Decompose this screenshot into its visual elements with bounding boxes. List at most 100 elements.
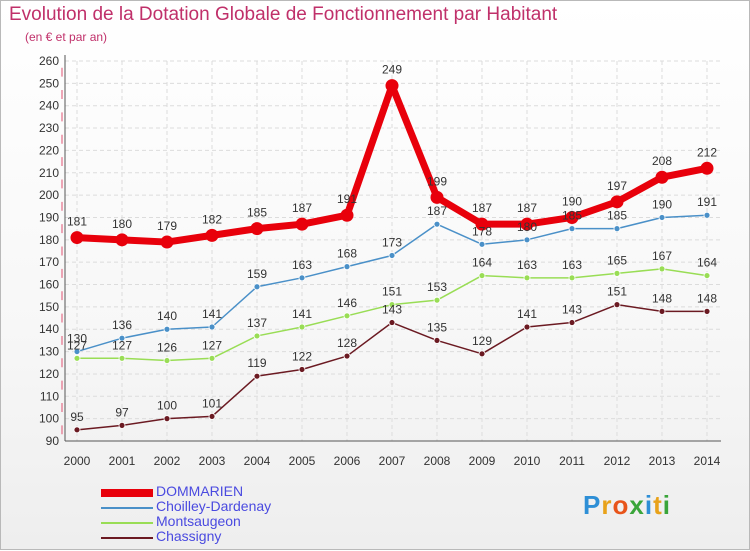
- x-tick-label: 2011: [559, 454, 585, 468]
- data-label-choilley-dardenay: 168: [337, 247, 357, 261]
- y-tick-label: 190: [39, 210, 59, 224]
- y-tick-label: 260: [39, 54, 59, 68]
- data-point-montsaugeon: [73, 354, 81, 362]
- data-label-chassigny: 97: [115, 405, 129, 419]
- legend-label-chassigny: Chassigny: [156, 528, 222, 544]
- logo-letter: i: [662, 490, 671, 520]
- logo-letter: x: [629, 490, 645, 520]
- data-label-choilley-dardenay: 178: [472, 224, 492, 238]
- data-point-choilley-dardenay: [703, 211, 711, 219]
- data-point-dommarien: [700, 161, 714, 175]
- data-label-dommarien: 197: [607, 179, 627, 193]
- x-tick-label: 2007: [379, 454, 406, 468]
- data-label-choilley-dardenay: 141: [202, 307, 222, 321]
- data-label-montsaugeon: 127: [202, 338, 222, 352]
- data-label-chassigny: 129: [472, 334, 492, 348]
- data-label-choilley-dardenay: 185: [562, 209, 582, 223]
- y-tick-label: 140: [39, 322, 59, 336]
- data-label-choilley-dardenay: 185: [607, 209, 627, 223]
- data-label-montsaugeon: 163: [517, 258, 537, 272]
- data-point-chassigny: [253, 372, 261, 380]
- data-point-choilley-dardenay: [388, 252, 396, 259]
- x-tick-label: 2004: [244, 454, 271, 468]
- data-point-dommarien: [115, 233, 129, 247]
- x-tick-label: 2002: [154, 454, 181, 468]
- data-point-montsaugeon: [253, 332, 261, 340]
- chart-title: Evolution de la Dotation Globale de Fonc…: [9, 4, 558, 25]
- y-tick-label: 150: [39, 300, 59, 314]
- chart-legend: DOMMARIEN Choilley-Dardenay Montsaugeon Cha…: [101, 483, 401, 545]
- data-label-montsaugeon: 163: [562, 258, 582, 272]
- legend-swatch-chassigny: [101, 537, 153, 539]
- y-tick-label: 200: [39, 188, 59, 202]
- data-point-chassigny: [163, 415, 171, 423]
- data-label-choilley-dardenay: 180: [517, 220, 537, 234]
- data-label-dommarien: 191: [337, 192, 357, 206]
- y-tick-label: 130: [39, 345, 59, 359]
- data-label-dommarien: 187: [472, 201, 492, 215]
- data-point-chassigny: [73, 426, 81, 434]
- y-tick-label: 120: [39, 367, 59, 381]
- data-label-montsaugeon: 126: [157, 341, 177, 355]
- data-label-chassigny: 128: [337, 336, 357, 350]
- data-point-choilley-dardenay: [433, 220, 441, 228]
- proxiti-logo: Proxiti: [583, 490, 671, 521]
- data-point-dommarien: [520, 217, 534, 231]
- data-label-choilley-dardenay: 187: [427, 204, 447, 218]
- data-point-dommarien: [160, 235, 174, 249]
- data-label-choilley-dardenay: 191: [697, 195, 717, 209]
- data-point-dommarien: [340, 208, 354, 222]
- data-label-chassigny: 143: [562, 303, 582, 317]
- data-label-dommarien: 179: [157, 219, 177, 233]
- data-label-chassigny: 135: [427, 320, 447, 334]
- data-label-chassigny: 148: [697, 291, 717, 305]
- x-tick-label: 2001: [109, 454, 136, 468]
- data-point-chassigny: [433, 337, 441, 344]
- data-label-dommarien: 187: [517, 201, 537, 215]
- legend-label-choilley-dardenay: Choilley-Dardenay: [156, 498, 272, 514]
- data-label-choilley-dardenay: 136: [112, 318, 132, 332]
- data-label-choilley-dardenay: 140: [157, 309, 177, 323]
- x-tick-label: 2010: [514, 454, 541, 468]
- data-point-choilley-dardenay: [118, 334, 126, 342]
- data-point-chassigny: [523, 323, 531, 331]
- data-label-chassigny: 143: [382, 303, 402, 317]
- y-tick-label: 230: [39, 121, 59, 135]
- y-tick-label: 100: [39, 412, 59, 426]
- data-point-chassigny: [613, 301, 621, 309]
- data-point-dommarien: [610, 195, 624, 209]
- data-point-dommarien: [385, 79, 399, 93]
- data-label-chassigny: 141: [517, 307, 537, 321]
- data-point-dommarien: [205, 228, 219, 242]
- data-point-choilley-dardenay: [253, 283, 261, 291]
- legend-item-montsaugeon: Montsaugeon: [101, 513, 401, 530]
- data-point-montsaugeon: [568, 274, 576, 282]
- x-tick-label: 2013: [649, 454, 676, 468]
- data-point-montsaugeon: [118, 354, 126, 362]
- data-point-montsaugeon: [433, 296, 441, 304]
- data-point-choilley-dardenay: [163, 325, 171, 333]
- data-point-chassigny: [343, 352, 351, 360]
- data-label-chassigny: 101: [202, 396, 222, 410]
- data-point-choilley-dardenay: [613, 225, 621, 233]
- logo-letter: i: [644, 490, 654, 520]
- data-point-choilley-dardenay: [73, 348, 81, 355]
- data-point-chassigny: [478, 350, 486, 358]
- data-label-dommarien: 180: [112, 217, 132, 231]
- data-label-dommarien: 199: [427, 174, 447, 188]
- x-tick-label: 2006: [334, 454, 361, 468]
- data-label-chassigny: 95: [70, 410, 84, 424]
- data-point-montsaugeon: [658, 265, 666, 273]
- data-label-choilley-dardenay: 159: [247, 267, 267, 281]
- legend-label-montsaugeon: Montsaugeon: [156, 513, 241, 529]
- data-label-montsaugeon: 153: [427, 280, 447, 294]
- data-point-chassigny: [388, 319, 396, 326]
- data-point-choilley-dardenay: [523, 236, 531, 244]
- data-point-chassigny: [118, 421, 126, 429]
- data-point-dommarien: [565, 210, 579, 224]
- data-point-choilley-dardenay: [478, 240, 486, 248]
- data-label-dommarien: 182: [202, 212, 222, 226]
- data-label-chassigny: 148: [652, 291, 672, 305]
- x-tick-label: 2005: [289, 454, 316, 468]
